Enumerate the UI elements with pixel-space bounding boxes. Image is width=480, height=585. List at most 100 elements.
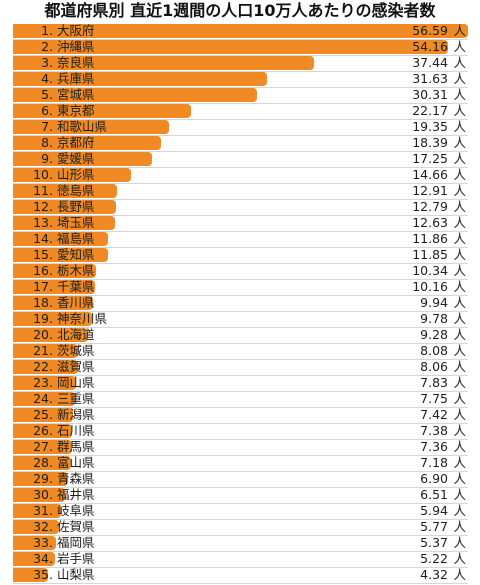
unit-label: 人: [453, 423, 466, 438]
bar-row: 22. 滋賀県 8.06 人: [13, 359, 468, 376]
unit-label: 人: [453, 135, 466, 150]
unit-label: 人: [453, 503, 466, 518]
bar-row: 10. 山形県 14.66 人: [13, 167, 468, 184]
value-label: 4.32: [420, 567, 448, 582]
value-label: 7.83: [420, 375, 448, 390]
prefecture-label: 神奈川県: [57, 311, 108, 326]
value-label: 12.79: [412, 199, 448, 214]
bar: [13, 168, 131, 182]
value-label: 22.17: [412, 103, 448, 118]
unit-label: 人: [453, 343, 466, 358]
unit-label: 人: [453, 359, 466, 374]
prefecture-label: 岩手県: [57, 551, 95, 566]
unit-label: 人: [453, 215, 466, 230]
bar: [13, 56, 315, 70]
value-label: 12.91: [412, 183, 448, 198]
unit-label: 人: [453, 263, 466, 278]
bar-row: 27. 群馬県 7.36 人: [13, 439, 468, 456]
bar-row: 2. 沖縄県 54.16 人: [13, 39, 468, 56]
bar-row: 32. 佐賀県 5.77 人: [13, 519, 468, 536]
prefecture-label: 千葉県: [57, 279, 95, 294]
unit-label: 人: [453, 375, 466, 390]
unit-label: 人: [453, 487, 466, 502]
unit-label: 人: [453, 567, 466, 582]
value-label: 37.44: [412, 55, 448, 70]
unit-label: 人: [453, 407, 466, 422]
rank-label: 9.: [41, 151, 53, 166]
rank-label: 33.: [33, 535, 53, 550]
value-label: 5.22: [420, 551, 448, 566]
value-label: 5.77: [420, 519, 448, 534]
value-label: 9.28: [420, 327, 448, 342]
bar: [13, 488, 66, 502]
plot-area: 1. 大阪府 56.59 人 2. 沖縄県 54.16 人 3. 奈良県 37.44 人 4. 兵庫県 31…: [13, 23, 468, 584]
rank-label: 8.: [41, 135, 53, 150]
unit-label: 人: [453, 119, 466, 134]
rank-label: 30.: [33, 487, 53, 502]
prefecture-label: 徳島県: [57, 183, 95, 198]
unit-label: 人: [453, 391, 466, 406]
unit-label: 人: [453, 167, 466, 182]
bar: [13, 136, 161, 150]
rank-label: 4.: [41, 71, 53, 86]
bar: [13, 376, 76, 390]
unit-label: 人: [453, 519, 466, 534]
rank-label: 2.: [41, 39, 53, 54]
bar: [13, 504, 61, 518]
value-label: 6.51: [420, 487, 448, 502]
unit-label: 人: [453, 183, 466, 198]
rank-label: 35.: [33, 567, 53, 582]
unit-label: 人: [453, 199, 466, 214]
unit-label: 人: [453, 247, 466, 262]
prefecture-label: 宮城県: [57, 87, 95, 102]
bar: [13, 408, 73, 422]
rank-label: 7.: [41, 119, 53, 134]
bar-row: 33. 福岡県 5.37 人: [13, 535, 468, 552]
bar: [13, 152, 152, 166]
bar: [13, 440, 73, 454]
bar: [13, 120, 169, 134]
value-label: 7.18: [420, 455, 448, 470]
prefecture-label: 東京都: [57, 103, 95, 118]
value-label: 5.37: [420, 535, 448, 550]
bar: [13, 24, 468, 38]
prefecture-label: 茨城県: [57, 343, 95, 358]
value-label: 18.39: [412, 135, 448, 150]
rank-label: 10.: [33, 167, 53, 182]
rank-label: 21.: [33, 343, 53, 358]
prefecture-label: 石川県: [57, 423, 95, 438]
bar-row: 18. 香川県 9.94 人: [13, 295, 468, 312]
rank-label: 22.: [33, 359, 53, 374]
prefecture-label: 奈良県: [57, 55, 95, 70]
bar-row: 9. 愛媛県 17.25 人: [13, 151, 468, 168]
prefecture-label: 埼玉県: [57, 215, 95, 230]
unit-label: 人: [453, 55, 466, 70]
prefecture-label: 福島県: [57, 231, 95, 246]
bar: [13, 184, 117, 198]
prefecture-label: 群馬県: [57, 439, 95, 454]
bar: [13, 72, 268, 86]
unit-label: 人: [453, 439, 466, 454]
bar-row: 26. 石川県 7.38 人: [13, 423, 468, 440]
rank-label: 18.: [33, 295, 53, 310]
value-label: 19.35: [412, 119, 448, 134]
bar: [13, 328, 88, 342]
prefecture-label: 大阪府: [57, 23, 95, 38]
rank-label: 20.: [33, 327, 53, 342]
rank-label: 28.: [33, 455, 53, 470]
bar: [13, 536, 57, 550]
bar: [13, 360, 78, 374]
value-label: 7.75: [420, 391, 448, 406]
unit-label: 人: [453, 279, 466, 294]
prefecture-label: 福岡県: [57, 535, 95, 550]
value-label: 56.59: [412, 23, 448, 38]
rank-label: 11.: [33, 183, 53, 198]
bar-row: 4. 兵庫県 31.63 人: [13, 71, 468, 88]
bar: [13, 552, 55, 566]
value-label: 54.16: [412, 39, 448, 54]
bar-row: 6. 東京都 22.17 人: [13, 103, 468, 120]
unit-label: 人: [453, 551, 466, 566]
bar-row: 35. 山梨県 4.32 人: [13, 567, 468, 584]
chart-title: 都道府県別 直近1週間の人口10万人あたりの感染者数: [44, 1, 436, 20]
